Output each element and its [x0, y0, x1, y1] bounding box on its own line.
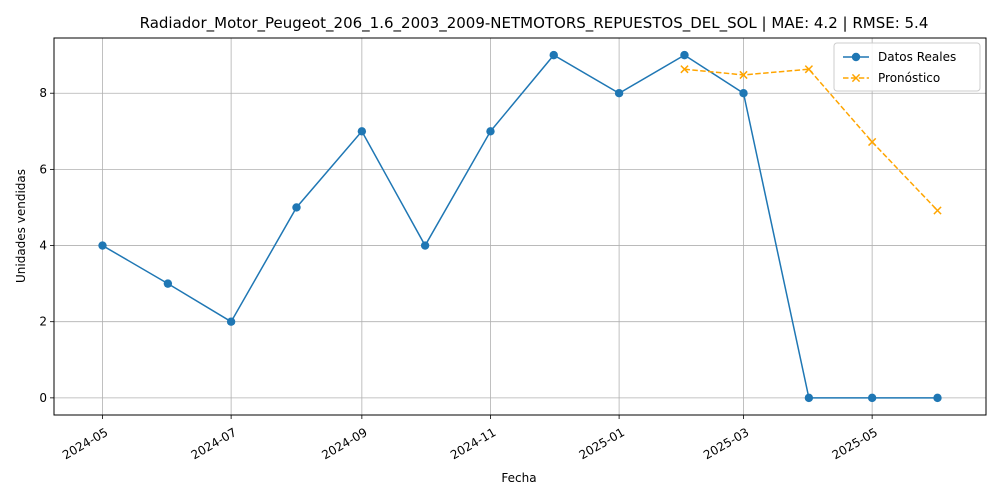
x-axis-label: Fecha: [501, 471, 536, 485]
x-tick-label: 2024-09: [319, 425, 369, 462]
data-point: [486, 127, 495, 136]
data-point: [867, 393, 877, 403]
y-tick-label: 6: [39, 162, 47, 176]
marker-stroke: [933, 206, 942, 215]
data-point: [357, 127, 367, 136]
data-point: [98, 241, 107, 250]
x-tick-label: 2025-05: [830, 425, 880, 462]
marker-stroke: [680, 65, 689, 74]
legend-label: Datos Reales: [878, 50, 956, 64]
series-line-2: [684, 68, 939, 212]
x-tick-label: 2024-11: [448, 425, 498, 462]
data-point: [804, 393, 814, 403]
x-tick-label: 2024-07: [189, 425, 239, 462]
data-point: [739, 70, 748, 80]
data-point: [868, 137, 877, 147]
y-tick-label: 4: [39, 239, 47, 253]
x-tick-label: 2024-05: [60, 425, 110, 462]
legend-marker: [851, 73, 861, 83]
data-point: [680, 50, 689, 60]
data-point: [420, 241, 430, 250]
marker-stroke: [804, 65, 814, 74]
legend: Datos Reales Pronóstico: [833, 42, 981, 92]
series-line-1: [102, 54, 938, 399]
data-point: [933, 206, 942, 215]
data-point: [739, 89, 748, 98]
legend-box: [833, 42, 981, 92]
plot-frame: [53, 37, 987, 416]
data-point: [549, 50, 558, 60]
chart-title: Radiador_Motor_Peugeot_206_1.6_2003_2009…: [140, 14, 929, 33]
legend-label: Pronóstico: [878, 71, 940, 85]
x-tick-label: 2025-01: [577, 425, 627, 462]
data-point: [614, 89, 624, 98]
y-tick-label: 8: [39, 86, 47, 100]
y-tick-label: 0: [39, 391, 47, 405]
marker-stroke: [868, 137, 877, 147]
marker-stroke: [739, 70, 748, 80]
y-axis-label: Unidades vendidas: [14, 169, 28, 283]
data-point: [163, 279, 173, 288]
y-tick-label: 2: [39, 315, 47, 329]
series-layer: [98, 50, 942, 403]
legend-marker: [851, 52, 861, 62]
data-point: [680, 65, 689, 74]
data-point: [292, 203, 301, 212]
data-point: [933, 393, 942, 403]
data-point: [226, 317, 236, 326]
data-point: [804, 65, 814, 74]
x-tick-label: 2025-03: [701, 425, 751, 462]
grid: [54, 38, 986, 415]
marker-stroke: [851, 73, 861, 83]
